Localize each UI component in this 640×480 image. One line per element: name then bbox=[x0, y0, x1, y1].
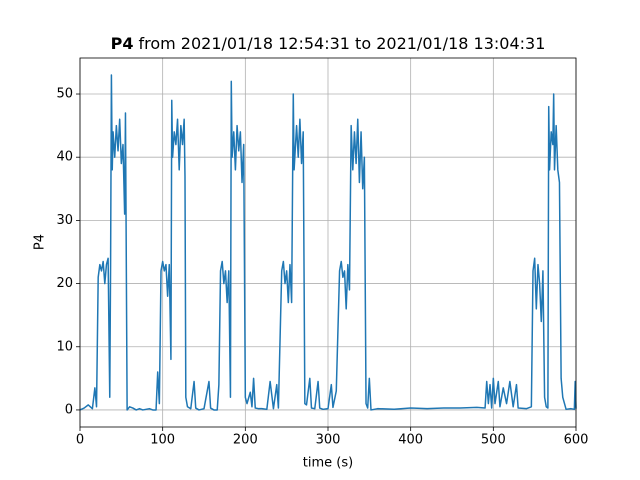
title-rest: from 2021/01/18 12:54:31 to 2021/01/18 1… bbox=[138, 34, 545, 53]
x-tick-label: 500 bbox=[481, 433, 506, 448]
y-tick-label: 40 bbox=[56, 150, 73, 165]
x-axis-label: time (s) bbox=[303, 456, 353, 471]
x-tick-label: 0 bbox=[76, 433, 84, 448]
y-tick-label: 0 bbox=[65, 402, 73, 417]
x-tick-label: 600 bbox=[564, 433, 589, 448]
x-tick-label: 300 bbox=[316, 433, 341, 448]
chart-title: P4 from 2021/01/18 12:54:31 to 2021/01/18… bbox=[111, 34, 546, 53]
y-axis-label: P4 bbox=[33, 234, 48, 250]
x-tick-label: 100 bbox=[150, 433, 175, 448]
y-tick-label: 20 bbox=[56, 276, 73, 291]
data-line bbox=[79, 74, 577, 411]
x-tick-label: 200 bbox=[233, 433, 258, 448]
y-tick-label: 30 bbox=[56, 213, 73, 228]
y-tick-label: 10 bbox=[56, 339, 73, 354]
title-bold: P4 bbox=[111, 34, 134, 53]
y-tick-label: 50 bbox=[56, 87, 73, 102]
plot-frame bbox=[79, 57, 577, 428]
x-tick-label: 400 bbox=[398, 433, 423, 448]
